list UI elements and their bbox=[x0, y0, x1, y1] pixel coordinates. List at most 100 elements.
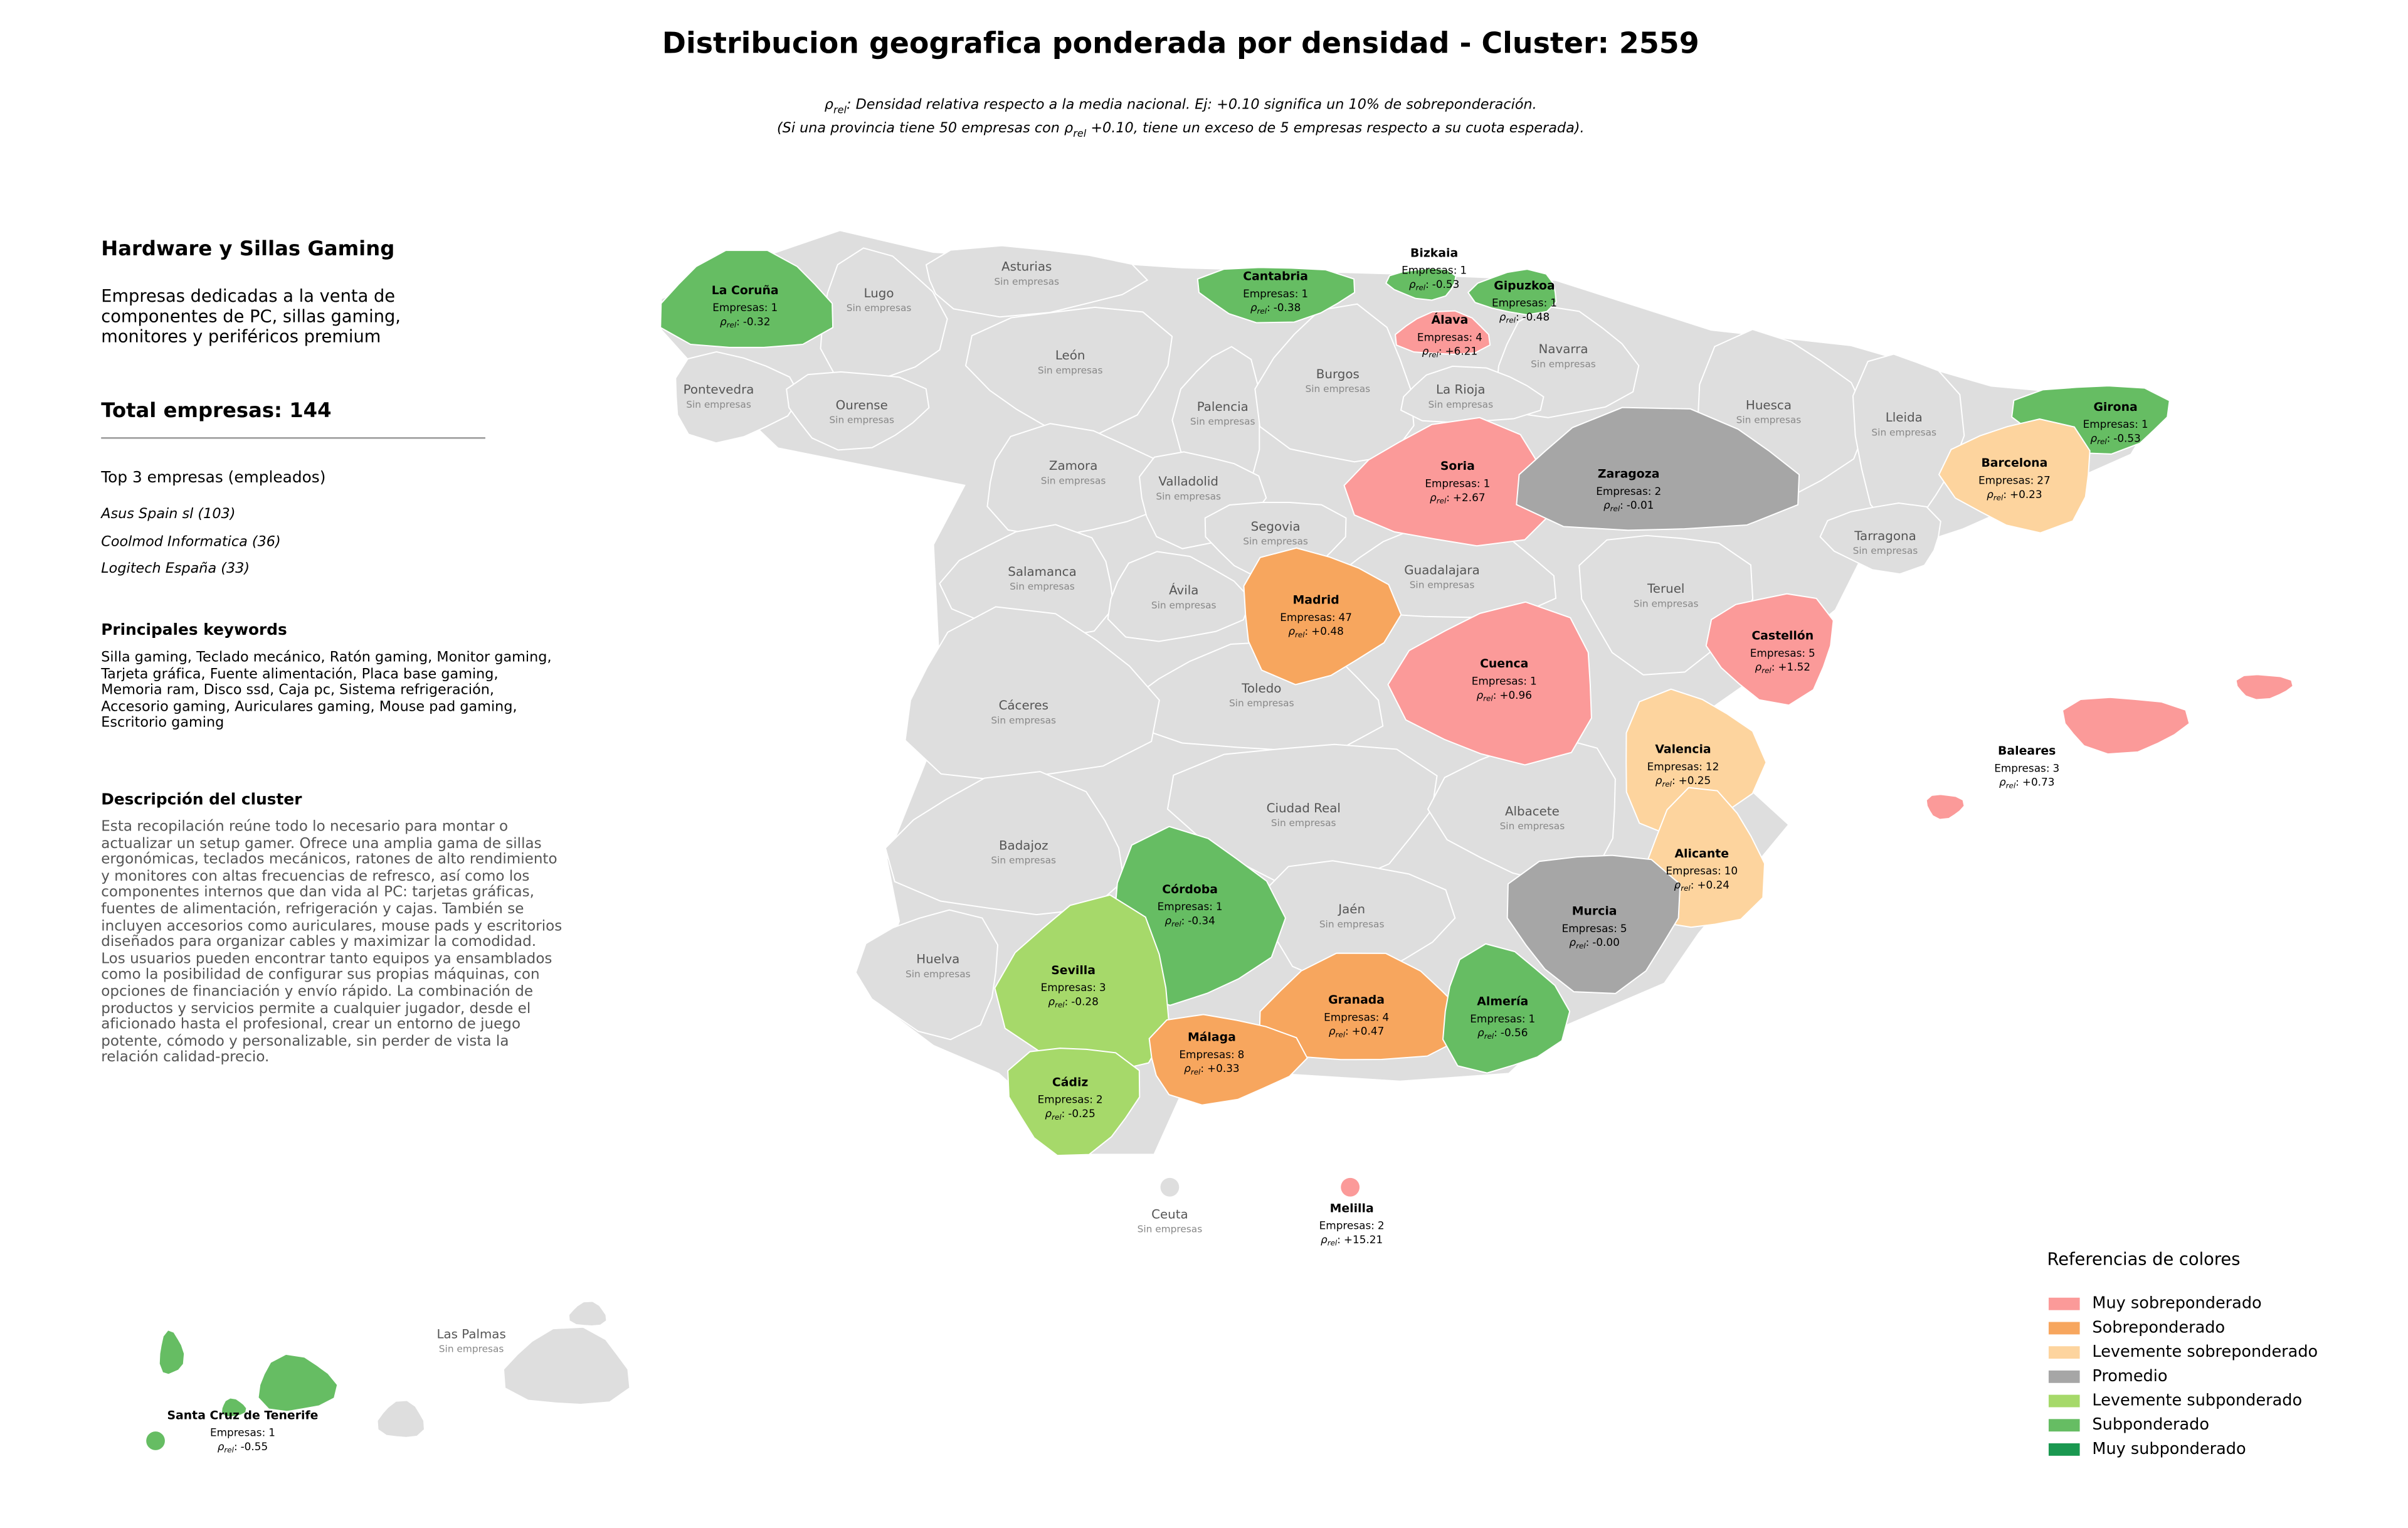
rho-symbol: ρ bbox=[1674, 878, 1681, 891]
count-label: Empresas: bbox=[1041, 981, 1096, 994]
rho-suffix: : bbox=[2003, 488, 2007, 501]
province-rho: ρrel: -0.53 bbox=[1409, 278, 1459, 292]
rho-suffix: : bbox=[1181, 914, 1185, 926]
count-label: Empresas: bbox=[1158, 900, 1213, 913]
count-label: Empresas: bbox=[1402, 264, 1457, 277]
count-label: Empresas: bbox=[1470, 1012, 1525, 1025]
rho-suffix: : bbox=[1200, 1062, 1204, 1074]
province-shape bbox=[1385, 267, 1457, 301]
province-name: Zamora bbox=[1049, 459, 1097, 473]
province-shape bbox=[1387, 601, 1592, 766]
province-rho: ρrel: -0.32 bbox=[720, 315, 770, 329]
count-value: 1 bbox=[771, 301, 778, 314]
rho-symbol: ρ bbox=[1045, 1107, 1052, 1120]
no-data-label: Sin empresas bbox=[1010, 581, 1075, 592]
province-name: Guadalajara bbox=[1404, 563, 1479, 577]
province-count: Empresas: 1 bbox=[1425, 477, 1490, 489]
count-value: 1 bbox=[1530, 674, 1537, 687]
province-name: Gipuzkoa bbox=[1494, 279, 1555, 292]
rho-value: -0.01 bbox=[1627, 499, 1654, 511]
rho-value: -0.55 bbox=[241, 1440, 268, 1453]
rho-sub: rel bbox=[727, 321, 737, 329]
rho-value: +0.24 bbox=[1697, 878, 1729, 891]
province-name: La Rioja bbox=[1436, 383, 1486, 397]
keywords: Silla gaming, Teclado mecánico, Ratón ga… bbox=[101, 650, 552, 732]
rho-suffix: : bbox=[1620, 499, 1624, 511]
province-shape bbox=[1196, 267, 1356, 324]
rho-suffix: : bbox=[1065, 995, 1069, 1007]
province-count: Empresas: 4 bbox=[1417, 331, 1482, 343]
count-label: Empresas: bbox=[1750, 647, 1805, 659]
province-name: León bbox=[1055, 348, 1085, 363]
no-data-label: Sin empresas bbox=[906, 968, 971, 980]
rho-sub: rel bbox=[1437, 496, 1447, 505]
top-company: Asus Spain sl (103) bbox=[101, 507, 236, 523]
legend-label: Levemente sobreponderado bbox=[2092, 1342, 2318, 1361]
province-name: Huelva bbox=[916, 952, 959, 966]
province-name: Asturias bbox=[1001, 260, 1052, 274]
no-data-label: Sin empresas bbox=[1190, 416, 1255, 427]
count-value: 2 bbox=[1096, 1093, 1103, 1106]
province-shape bbox=[660, 250, 834, 348]
no-data-label: Sin empresas bbox=[1038, 364, 1103, 376]
rho-symbol: ρ bbox=[1569, 936, 1576, 948]
rho-sub: rel bbox=[1761, 666, 1772, 675]
count-label: Empresas: bbox=[1492, 297, 1547, 309]
no-data-label: Sin empresas bbox=[994, 276, 1059, 287]
province-name: Barcelona bbox=[1981, 457, 2047, 470]
province-shape bbox=[994, 894, 1170, 1073]
province-shape bbox=[675, 351, 801, 444]
province-name: Ciudad Real bbox=[1267, 801, 1341, 815]
province-count: Empresas: 3 bbox=[1994, 761, 2059, 774]
rho-sub: rel bbox=[1171, 920, 1181, 928]
top-title: Top 3 empresas (empleados) bbox=[101, 470, 326, 487]
province-shape bbox=[568, 1300, 608, 1327]
province-shape bbox=[1467, 268, 1557, 316]
province-name: Ávila bbox=[1169, 583, 1198, 598]
province-name: Ceuta bbox=[1151, 1207, 1188, 1221]
rho-sub: rel bbox=[2097, 437, 2107, 446]
province-count: Empresas: 1 bbox=[1472, 674, 1537, 687]
rho-suffix: : bbox=[1586, 936, 1590, 948]
province-rho: ρrel: +1.52 bbox=[1755, 661, 1810, 675]
province-count: Empresas: 1 bbox=[2083, 418, 2148, 430]
count-label: Empresas: bbox=[1324, 1011, 1379, 1023]
province-shape bbox=[1516, 406, 1800, 531]
total: Total empresas: 144 bbox=[101, 400, 331, 423]
province-rho: ρrel: +6.21 bbox=[1422, 345, 1478, 359]
count-value: 3 bbox=[1099, 981, 1106, 994]
count-value: 1 bbox=[1550, 297, 1557, 309]
no-data-label: Sin empresas bbox=[847, 302, 912, 314]
note-line: (Si una provincia tiene 50 empresas con … bbox=[0, 120, 2362, 143]
legend-label: Levemente subponderado bbox=[2092, 1391, 2302, 1410]
province-rho: ρrel: +0.96 bbox=[1476, 689, 1532, 703]
legend-label: Muy sobreponderado bbox=[2092, 1294, 2261, 1313]
rho-sub: rel bbox=[1993, 494, 2004, 502]
rho-sub: rel bbox=[1336, 1030, 1346, 1039]
province-name: Cuenca bbox=[1480, 657, 1528, 671]
top-company: Coolmod Informatica (36) bbox=[101, 534, 281, 550]
legend-swatch bbox=[2048, 1322, 2080, 1335]
no-data-label: Sin empresas bbox=[1271, 817, 1336, 829]
count-label: Empresas: bbox=[1417, 331, 1472, 343]
province-rho: ρrel: +0.23 bbox=[1987, 488, 2042, 502]
rho-suffix: : bbox=[1772, 661, 1775, 673]
legend-label: Muy subponderado bbox=[2092, 1440, 2246, 1458]
province-name: Navarra bbox=[1539, 342, 1588, 356]
rho-value: +1.52 bbox=[1778, 661, 1810, 673]
count-label: Empresas: bbox=[1978, 474, 2034, 486]
rho-suffix: : bbox=[2107, 432, 2111, 444]
province-name: Córdoba bbox=[1162, 883, 1218, 896]
count-label: Empresas: bbox=[712, 301, 768, 314]
province-shape bbox=[855, 909, 999, 1041]
province-name: Granada bbox=[1328, 994, 1385, 1007]
province-rho: ρrel: +0.33 bbox=[1184, 1062, 1240, 1076]
rho-sub: rel bbox=[1506, 316, 1516, 325]
rho-suffix: : bbox=[1493, 689, 1497, 701]
rho-symbol: ρ bbox=[1603, 499, 1610, 511]
province-dot bbox=[1341, 1177, 1360, 1197]
note-part: rel bbox=[1073, 127, 1087, 140]
province-name: Álava bbox=[1432, 312, 1469, 327]
province-name: Ourense bbox=[836, 398, 888, 412]
